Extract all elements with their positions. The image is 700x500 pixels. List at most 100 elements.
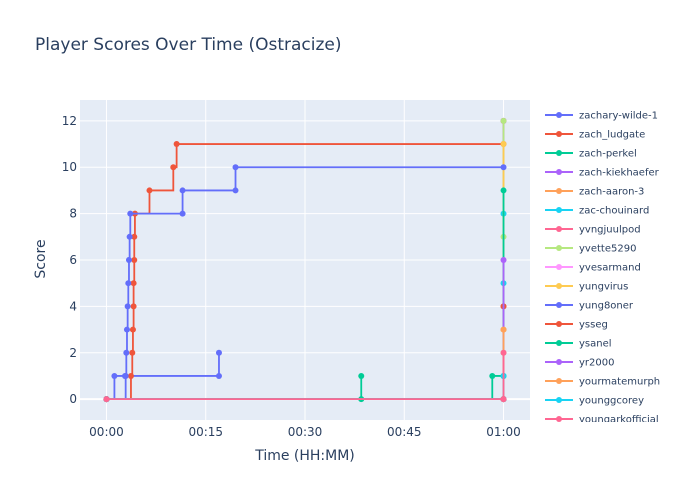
y-tick-label: 0 — [69, 392, 77, 406]
legend-swatch-marker — [556, 359, 562, 365]
legend-item[interactable]: ysanel — [545, 339, 612, 350]
data-point[interactable] — [232, 187, 239, 194]
data-point[interactable] — [173, 141, 180, 148]
data-point[interactable] — [130, 303, 137, 310]
legend-swatch-marker — [556, 397, 562, 403]
legend-item[interactable]: yvngjuulpod — [545, 225, 641, 236]
legend-item[interactable]: zach_ludgate — [545, 130, 645, 141]
legend-label: zach-perkel — [579, 149, 637, 160]
data-point[interactable] — [103, 396, 110, 403]
legend-swatch-marker — [556, 245, 562, 251]
legend-label: yung8oner — [579, 301, 634, 312]
data-point[interactable] — [129, 326, 136, 333]
data-point[interactable] — [111, 372, 118, 379]
legend-swatch-marker — [556, 112, 562, 118]
data-point[interactable] — [170, 164, 177, 171]
data-point[interactable] — [179, 210, 186, 217]
data-point[interactable] — [215, 372, 222, 379]
data-point[interactable] — [500, 257, 507, 263]
legend-label: ysanel — [579, 339, 612, 350]
data-point[interactable] — [131, 233, 138, 240]
y-axis-ticks: 0 2 4 6 8 10 12 — [62, 114, 77, 406]
legend-item[interactable]: yourmatemurph — [545, 377, 660, 388]
legend-label: yvesarmand — [579, 263, 641, 274]
data-point[interactable] — [500, 187, 507, 194]
y-tick-label: 10 — [62, 160, 77, 174]
data-point[interactable] — [123, 326, 130, 333]
legend-label: youngarkofficial — [579, 415, 659, 426]
legend-item[interactable]: zac-chouinard — [545, 206, 649, 217]
data-point[interactable] — [127, 372, 134, 379]
legend-swatch-marker — [556, 264, 562, 270]
legend-swatch-marker — [556, 131, 562, 137]
legend-label: yvngjuulpod — [579, 225, 641, 236]
legend-item[interactable]: yung8oner — [545, 301, 634, 312]
data-point[interactable] — [130, 280, 137, 287]
legend-label: zach-aaron-3 — [579, 187, 644, 198]
legend-label: yvette5290 — [579, 244, 636, 255]
y-axis-title: Score — [33, 239, 49, 278]
legend-swatch-marker — [556, 169, 562, 175]
data-point[interactable] — [500, 164, 507, 171]
x-axis-title: Time (HH:MM) — [254, 448, 355, 464]
legend-item[interactable]: ysseg — [545, 320, 608, 331]
legend-item[interactable]: yvette5290 — [545, 244, 636, 255]
series-yung8oner[interactable] — [103, 164, 507, 403]
legend-item[interactable]: zachary-wilde-1 — [545, 111, 658, 122]
data-point[interactable] — [179, 187, 186, 194]
data-point[interactable] — [500, 141, 507, 148]
series-layer — [103, 117, 507, 403]
x-axis-ticks: 00:00 00:15 00:30 00:45 01:00 — [89, 425, 521, 439]
legend-swatch-marker — [556, 340, 562, 346]
data-point[interactable] — [129, 349, 136, 356]
series-youngarkofficial[interactable] — [103, 349, 507, 403]
legend-item[interactable]: yungvirus — [545, 282, 628, 293]
data-point[interactable] — [127, 210, 134, 217]
x-tick-label: 00:15 — [188, 425, 223, 439]
legend-label: yr2000 — [579, 358, 614, 369]
x-tick-label: 01:00 — [486, 425, 521, 439]
legend-item[interactable]: zach-perkel — [545, 149, 637, 160]
legend-swatch-marker — [556, 283, 562, 289]
legend-item[interactable]: zach-aaron-3 — [545, 187, 644, 198]
data-point[interactable] — [500, 117, 507, 124]
data-point[interactable] — [232, 164, 239, 171]
x-tick-label: 00:45 — [387, 425, 422, 439]
data-point[interactable] — [125, 257, 132, 263]
legend-label: zach-kiekhaefer — [579, 168, 660, 179]
legend-item[interactable]: younggcorey — [545, 396, 644, 407]
legend-swatch-marker — [556, 416, 562, 422]
legend-label: younggcorey — [579, 396, 644, 407]
chart-title: Player Scores Over Time (Ostracize) — [35, 35, 342, 55]
legend-swatch-marker — [556, 150, 562, 156]
y-tick-label: 2 — [69, 346, 77, 360]
y-tick-label: 12 — [62, 114, 77, 128]
legend[interactable]: zachary-wilde-1 zach_ludgate zach-perkel za… — [545, 111, 660, 426]
legend-item[interactable]: yvesarmand — [545, 263, 641, 274]
data-point[interactable] — [489, 372, 496, 379]
data-point[interactable] — [500, 349, 507, 356]
data-point[interactable] — [358, 372, 365, 379]
data-point[interactable] — [125, 280, 132, 287]
y-tick-label: 6 — [69, 253, 77, 267]
legend-swatch-marker — [556, 321, 562, 327]
y-tick-label: 8 — [69, 207, 77, 221]
data-point[interactable] — [146, 187, 153, 194]
data-point[interactable] — [215, 349, 222, 356]
data-point[interactable] — [500, 326, 507, 333]
legend-item[interactable]: youngarkofficial — [545, 415, 659, 426]
legend-label: ysseg — [579, 320, 608, 331]
data-point[interactable] — [123, 349, 130, 356]
legend-item[interactable]: yr2000 — [545, 358, 614, 369]
legend-label: yungvirus — [579, 282, 628, 293]
data-point[interactable] — [131, 257, 138, 263]
data-point[interactable] — [126, 233, 133, 240]
data-point[interactable] — [124, 303, 131, 310]
data-point[interactable] — [122, 372, 129, 379]
legend-swatch-marker — [556, 302, 562, 308]
data-point[interactable] — [500, 396, 507, 403]
legend-item[interactable]: zach-kiekhaefer — [545, 168, 660, 179]
legend-label: zach_ludgate — [579, 130, 645, 141]
legend-swatch-marker — [556, 207, 562, 213]
